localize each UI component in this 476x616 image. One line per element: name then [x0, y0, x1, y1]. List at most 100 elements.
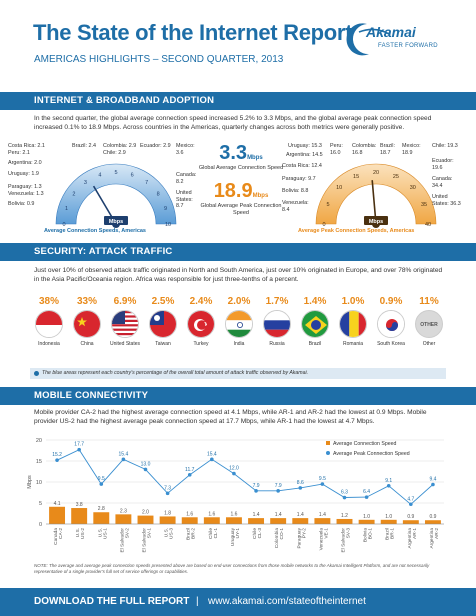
x-tick-label: ColombiaCO-1 — [274, 528, 285, 549]
point-peak-speed — [121, 457, 126, 462]
country-percentage: 33% — [76, 296, 97, 307]
x-tick-label: ArgentinaAR-2 — [429, 528, 440, 549]
bar-avg-speed — [424, 520, 441, 524]
peak-label-costa-rica: Costa Rica: 12.4 — [282, 163, 322, 169]
peak-label-venezuela: Venezuela: 8.4 — [282, 200, 309, 213]
country-percentage: 2.0% — [227, 296, 251, 307]
section-heading-mobile: MOBILE CONNECTIVITY — [34, 390, 149, 401]
global-average-caption: Global Average Connection Speed — [198, 165, 284, 171]
gauge-tick-label: 5 — [326, 202, 329, 208]
avg-label-peru: Peru: 2.1 — [8, 150, 30, 156]
point-peak-speed — [99, 482, 104, 486]
bar-avg-speed — [93, 512, 110, 524]
country-item: 2.5% Taiwan — [144, 296, 182, 347]
y-tick-label: 5 — [39, 501, 42, 507]
peak-label-united-states: United States: 36.3 — [432, 194, 461, 207]
bar-value-label: 1.4 — [275, 512, 282, 518]
point-peak-speed — [165, 491, 170, 496]
point-peak-speed — [431, 482, 435, 487]
bar-value-label: 1.6 — [186, 511, 193, 517]
x-tick-label: U.S.US-3 — [164, 528, 175, 539]
header: The State of the Internet Report AMERICA… — [0, 0, 476, 88]
country-percentage: 38% — [38, 296, 59, 307]
x-tick-label: ArgentinaAR-1 — [407, 528, 418, 549]
peak-gauge-ticks: 0 5 10 15 20 25 30 35 40 — [322, 170, 431, 228]
page-subtitle: AMERICAS HIGHLIGHTS – SECOND QUARTER, 20… — [34, 54, 284, 65]
gauge-tick-label: 10 — [336, 185, 342, 191]
peak-label-paraguay: Paraguay: 9.7 — [282, 176, 316, 182]
avg-label-chile: Chile: 2.9 — [103, 150, 126, 156]
gauge-tick-label: 9 — [164, 206, 167, 212]
peak-speed-gauge: 0 5 10 15 20 25 30 35 40 Mbps — [315, 163, 437, 228]
gauge-tick-label: 35 — [421, 202, 427, 208]
point-peak-speed — [276, 489, 280, 493]
avg-gauge-caption: Average Connection Speeds, Americas — [44, 228, 146, 234]
x-tick-label: ParaguayPY-2 — [296, 527, 307, 548]
gauge-tick-label: 3 — [84, 180, 87, 186]
gauge-tick-label: 15 — [353, 174, 359, 180]
download-report-link[interactable]: DOWNLOAD THE FULL REPORT — [34, 596, 190, 607]
country-item: 2.4% Turkey — [182, 296, 220, 347]
peak-gauge-arc — [315, 163, 437, 225]
country-percentage: 1.0% — [341, 296, 365, 307]
country-name: United States — [109, 341, 141, 347]
peak-label-chile: Chile: 19.3 — [432, 143, 458, 149]
point-peak-speed — [409, 502, 413, 507]
avg-label-mexico: Mexico: 3.6 — [176, 143, 195, 156]
bar-avg-speed — [71, 508, 88, 524]
attack-paragraph: Just over 10% of observed attack traffic… — [34, 267, 443, 283]
line-peak-speed — [56, 449, 434, 505]
peak-label-peru: Peru: 16.0 — [330, 143, 343, 156]
point-value-label: 9.4 — [429, 477, 436, 483]
point-peak-speed — [143, 467, 148, 472]
bar-value-label: 2.8 — [98, 506, 105, 512]
avg-label-ecuador: Ecuador: 2.9 — [140, 143, 171, 149]
global-peak-value: 18.9Mbps — [213, 180, 269, 202]
note-bullet-icon — [34, 371, 39, 376]
avg-label-colombia: Colombia: 2.9 — [103, 143, 137, 149]
x-tick-label: El SalvadorSV-1 — [142, 528, 153, 553]
y-tick-label: 20 — [36, 438, 42, 444]
gauge-tick-label: 20 — [373, 170, 379, 176]
x-tick-label: El SalvadorSV-2 — [119, 528, 130, 553]
peak-gauge-caption: Average Peak Connection Speeds, Americas — [298, 228, 415, 234]
country-percentage: 6.9% — [113, 296, 137, 307]
country-name: Other — [422, 341, 436, 347]
bar-avg-speed — [137, 515, 154, 524]
x-tick-label: BrazilBR-1 — [385, 528, 396, 540]
footnote: NOTE: The average and average peak conne… — [34, 563, 430, 574]
point-peak-speed — [232, 471, 236, 476]
bar-avg-speed — [292, 518, 309, 524]
point-peak-speed — [320, 482, 325, 486]
y-tick-label: 10 — [36, 480, 42, 486]
avg-label-argentina: Argentina: 2.0 — [8, 160, 42, 166]
x-tick-label: VenezuelaVE-1 — [318, 528, 329, 551]
footer-url-link[interactable]: www.akamai.com/stateoftheinternet — [208, 596, 366, 607]
gauge-tick-label: 7 — [145, 180, 148, 186]
avg-label-venezuela: Venezuela: 1.3 — [8, 191, 44, 197]
peak-label-uruguay: Uruguay: 15.3 — [288, 143, 322, 149]
bar-value-label: 0.9 — [407, 514, 414, 520]
y-tick-label: 0 — [39, 522, 42, 528]
legend-label-peak: Average Peak Connection Speed — [333, 451, 410, 457]
avg-gauge-unit-box — [104, 216, 128, 225]
country-item: 0.9% South Korea — [372, 296, 410, 347]
bar-avg-speed — [49, 506, 66, 524]
country-item: 38% Indonesia — [30, 296, 68, 347]
point-peak-speed — [342, 495, 347, 500]
peak-label-brazil: Brazil: 18.7 — [380, 143, 395, 156]
point-value-label: 6.3 — [341, 490, 348, 496]
point-value-label: 9.5 — [98, 476, 105, 482]
point-value-label: 9.5 — [319, 476, 326, 482]
country-item: 11% OTHER Other — [410, 296, 448, 347]
bar-value-label: 2.0 — [142, 510, 149, 516]
section-bar-attack: SECURITY: ATTACK TRAFFIC — [0, 243, 476, 261]
country-flag-icon — [263, 310, 291, 338]
x-tick-label: U.S.US-1 — [97, 528, 108, 539]
bar-value-label: 1.8 — [164, 510, 171, 516]
point-value-label: 7.3 — [164, 485, 171, 491]
bar-avg-speed — [270, 518, 287, 524]
peak-label-canada: Canada: 34.4 — [432, 176, 453, 189]
x-tick-label: CanadaCA-2 — [53, 528, 64, 545]
